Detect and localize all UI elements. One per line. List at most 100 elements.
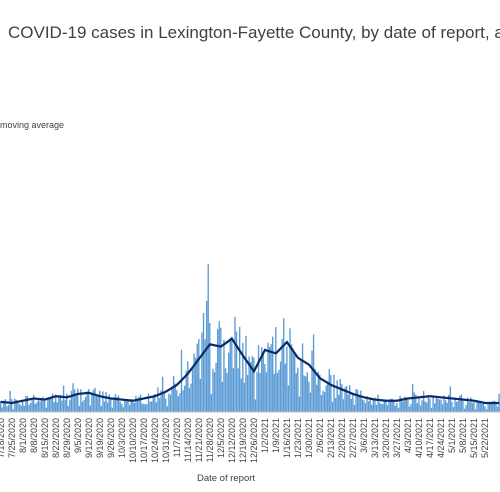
x-tick-label: 9/12/2020 (84, 418, 94, 458)
daily-case-bar (108, 394, 110, 412)
x-tick-label: 8/1/2020 (18, 418, 28, 453)
daily-case-bar (416, 403, 419, 412)
daily-case-bar (168, 393, 170, 412)
daily-case-bar (355, 388, 357, 412)
daily-case-bar (279, 361, 282, 412)
daily-case-bar (496, 406, 499, 412)
daily-case-bar (89, 405, 91, 412)
daily-case-bar (484, 406, 486, 412)
daily-case-bar (427, 395, 430, 412)
daily-case-bar (20, 405, 22, 412)
x-tick-label: 11/7/2020 (172, 418, 182, 457)
daily-case-bar (482, 403, 485, 412)
x-tick-label: 4/24/2021 (436, 418, 446, 458)
daily-case-bar (100, 406, 102, 412)
daily-case-bar (15, 399, 18, 412)
daily-case-bar (17, 400, 19, 412)
daily-case-bar (78, 405, 80, 412)
daily-case-bar (479, 401, 481, 412)
daily-case-bar (399, 395, 401, 412)
daily-case-bar (29, 403, 32, 412)
daily-case-bar (333, 374, 335, 412)
daily-case-bar (161, 376, 164, 412)
daily-case-bar (327, 381, 329, 412)
daily-case-bar (264, 364, 266, 412)
daily-case-bar (39, 401, 41, 412)
daily-case-bar (349, 385, 351, 412)
x-tick-label: 5/8/2021 (458, 418, 468, 453)
daily-case-bar (257, 345, 260, 412)
daily-case-bar (283, 318, 285, 412)
daily-case-bar (144, 404, 147, 412)
daily-case-bar (14, 398, 16, 412)
daily-case-bar (410, 403, 412, 412)
daily-case-bar (421, 400, 423, 412)
daily-case-bar (48, 398, 51, 412)
daily-case-bar (254, 399, 257, 412)
legend-line-label: moving average (0, 120, 64, 130)
daily-case-bar (308, 381, 310, 412)
daily-case-bar (462, 398, 464, 412)
daily-case-bar (53, 401, 55, 412)
daily-case-bar (465, 404, 467, 412)
daily-case-bar (77, 388, 79, 412)
x-tick-label: 9/19/2020 (95, 418, 105, 458)
daily-case-bar (136, 400, 139, 412)
daily-case-bar (224, 368, 227, 412)
x-tick-label: 3/6/2021 (359, 418, 369, 453)
daily-case-bar (106, 402, 109, 412)
daily-case-bar (26, 396, 29, 412)
daily-case-bar (253, 357, 255, 412)
daily-case-bar (419, 405, 422, 412)
daily-case-bar (413, 392, 415, 412)
daily-case-bar (223, 339, 225, 412)
daily-case-bar (360, 390, 362, 412)
daily-case-bar (143, 403, 145, 412)
x-tick-label: 11/14/2020 (183, 418, 193, 462)
x-tick-label: 7/25/2020 (7, 418, 17, 458)
daily-case-bar (152, 395, 154, 412)
daily-case-bar (160, 390, 162, 412)
daily-case-bar (235, 331, 238, 412)
daily-case-bar (262, 352, 264, 412)
daily-case-bar (297, 367, 299, 412)
x-tick-label: 1/2/2021 (260, 418, 270, 453)
x-tick-label: 8/29/2020 (62, 418, 72, 458)
daily-case-bar (342, 399, 345, 412)
daily-case-bar (454, 397, 456, 412)
daily-case-bar (339, 379, 341, 412)
daily-case-bar (69, 399, 71, 412)
daily-case-bar (174, 383, 176, 412)
daily-case-bar (325, 385, 327, 412)
daily-case-bar (284, 363, 286, 412)
daily-case-bar (205, 300, 208, 412)
x-tick-label: 3/13/2021 (370, 418, 380, 458)
daily-case-bar (261, 347, 263, 412)
daily-case-bar (72, 383, 74, 412)
daily-case-bar (187, 361, 189, 412)
daily-case-bar (28, 404, 30, 412)
daily-case-bar (466, 397, 469, 412)
daily-case-bar (165, 398, 167, 412)
daily-case-bar (226, 372, 228, 412)
daily-case-bar (242, 342, 244, 412)
daily-case-bar (380, 403, 382, 412)
daily-case-bar (127, 400, 129, 412)
daily-case-bar (455, 401, 458, 412)
daily-case-bar (471, 403, 474, 412)
daily-case-bar (92, 389, 95, 412)
daily-case-bar (470, 397, 472, 412)
daily-case-bar (426, 402, 428, 412)
daily-case-bar (94, 387, 96, 412)
daily-case-bar (468, 402, 470, 412)
x-tick-label: 4/17/2021 (425, 418, 435, 458)
daily-case-bar (62, 385, 65, 412)
daily-case-bar (110, 397, 112, 412)
daily-case-bar (300, 359, 302, 412)
daily-case-bar (135, 395, 137, 412)
daily-case-bar (323, 392, 326, 412)
daily-case-bar (474, 409, 477, 412)
daily-case-bar (287, 385, 290, 412)
x-tick-label: 10/3/2020 (117, 418, 127, 458)
daily-case-bar (298, 396, 301, 412)
